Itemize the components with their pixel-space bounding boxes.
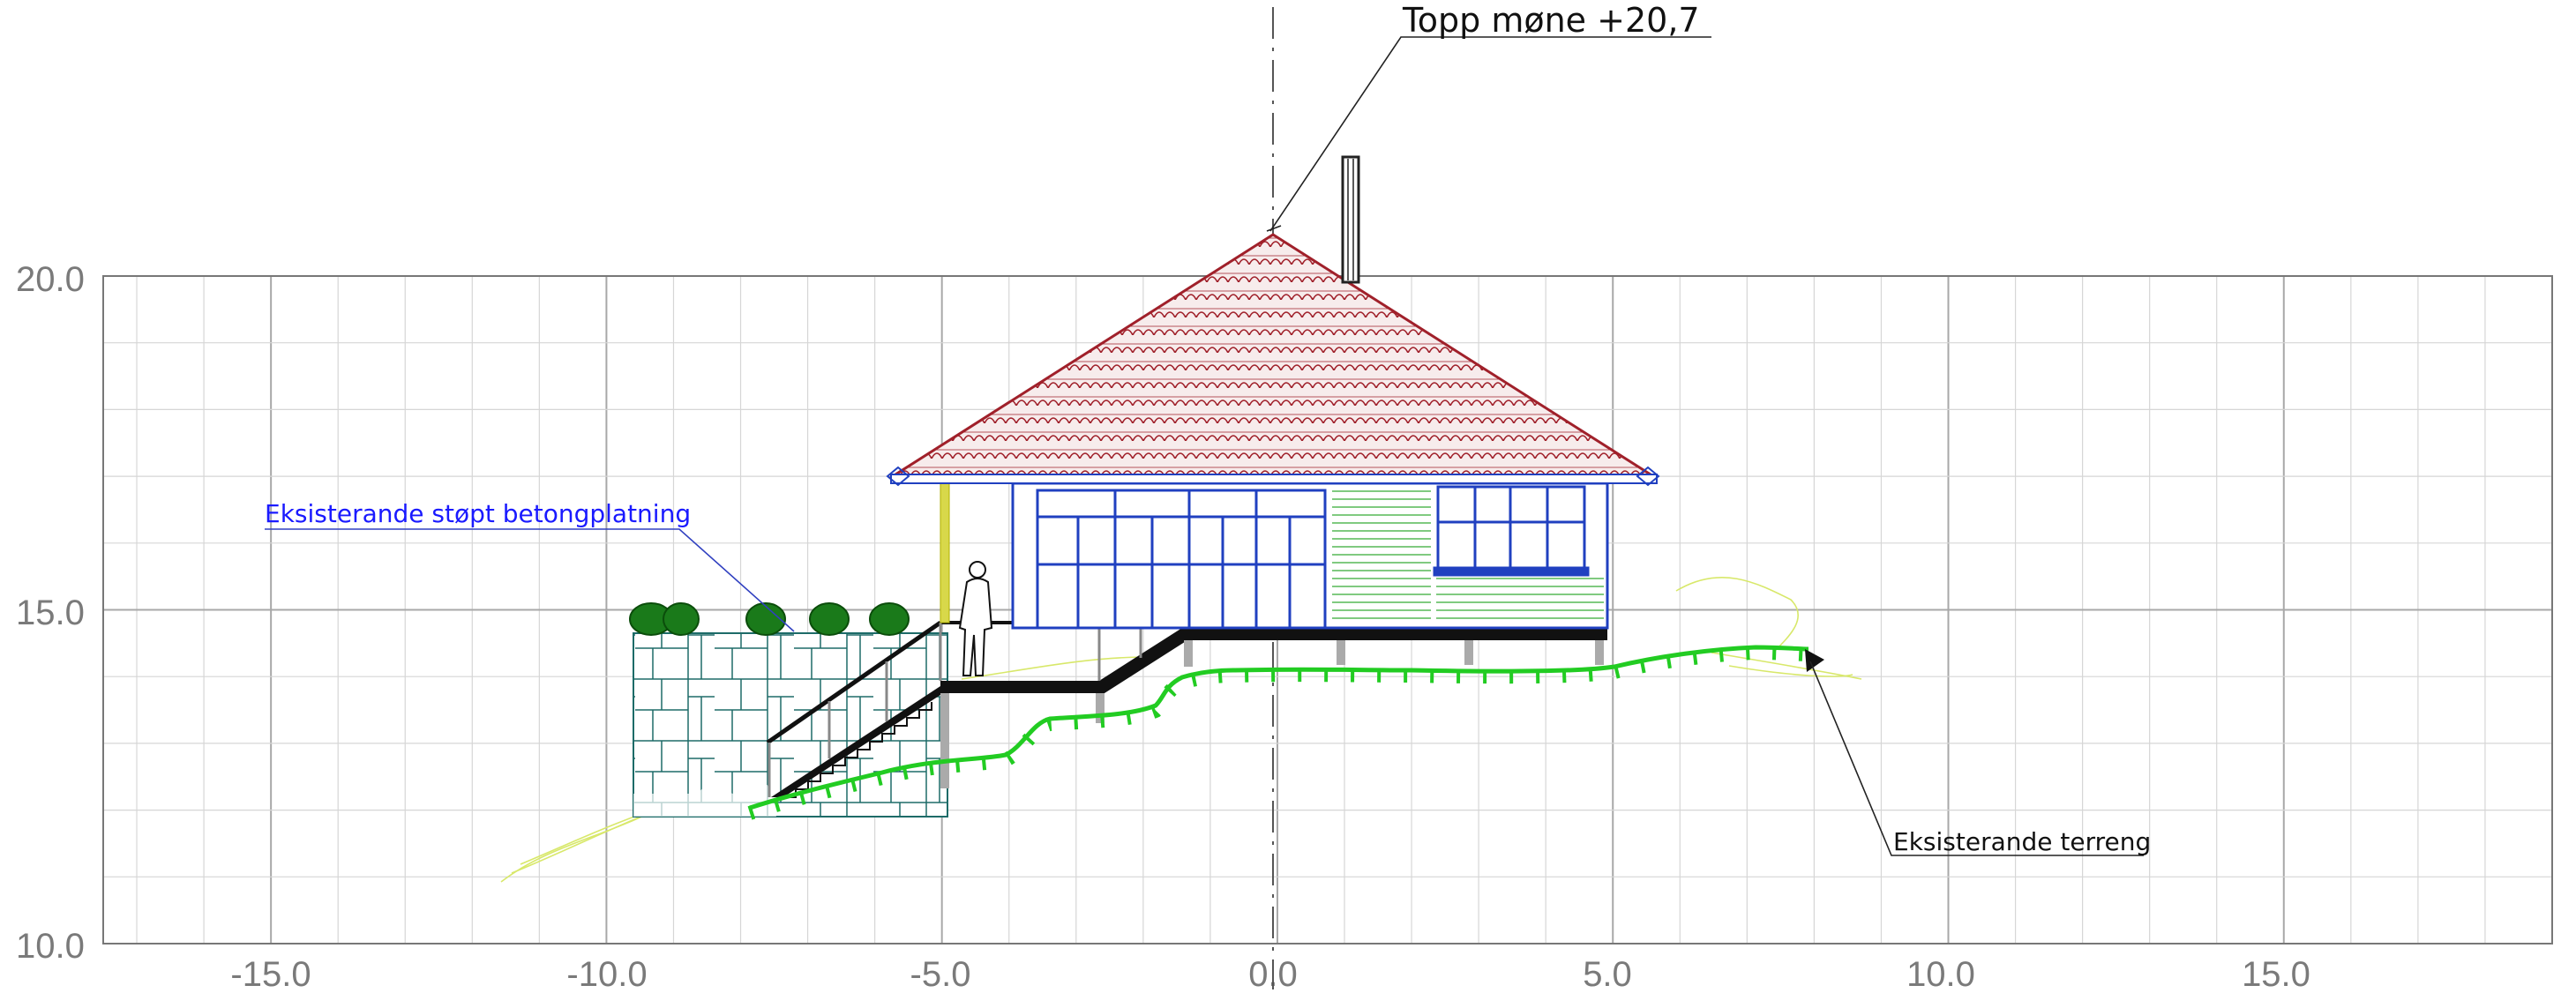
x-tick-label: -5.0 (910, 955, 971, 993)
shrub (663, 602, 700, 636)
existing-terrain-label: Eksisterande terreng (1893, 827, 2151, 856)
terrain-leader (1809, 661, 2144, 856)
x-axis-labels: -15.0 -10.0 -5.0 0.0 5.0 10.0 15.0 (230, 955, 2310, 993)
window-group-left (1036, 489, 1327, 630)
retaining-wall-label: Eksisterande støpt betongplatning (265, 499, 691, 528)
ridge-height-label: Topp møne +20,7 (1402, 1, 1700, 40)
shrub (869, 602, 910, 636)
shrubs (629, 602, 910, 636)
x-tick-label: 15.0 (2242, 955, 2310, 993)
annotation-leaders (265, 36, 2144, 856)
terrain-line (747, 645, 1824, 820)
x-tick-label: 5.0 (1583, 955, 1632, 993)
x-tick-label: 10.0 (1906, 955, 1975, 993)
ridge-leader (1269, 36, 1711, 232)
stair (766, 620, 942, 798)
x-tick-label: -15.0 (230, 955, 311, 993)
retaining-wall-leader (265, 528, 795, 632)
roof (886, 155, 1660, 487)
x-tick-label: -10.0 (566, 955, 647, 993)
y-tick-label: 20.0 (16, 260, 85, 299)
y-tick-label: 10.0 (16, 927, 85, 966)
y-tick-label: 15.0 (16, 594, 85, 632)
shrub (745, 602, 786, 636)
shrub (809, 602, 850, 636)
window-group-right (1433, 485, 1590, 577)
house (940, 482, 1609, 630)
y-axis-labels: 20.0 15.0 10.0 (16, 260, 85, 966)
person-figure (958, 561, 993, 676)
